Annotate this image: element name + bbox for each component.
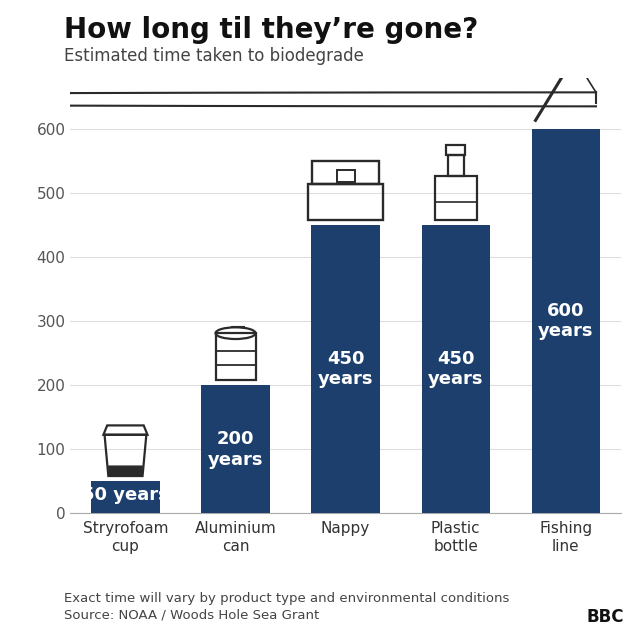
Bar [446, 145, 465, 156]
Text: 200
years: 200 years [208, 430, 263, 468]
Text: 450
years: 450 years [428, 350, 483, 389]
Bar [435, 177, 477, 220]
Polygon shape [109, 466, 142, 476]
Text: 50 years: 50 years [82, 486, 169, 504]
Bar [312, 161, 380, 184]
Text: BBC: BBC [586, 608, 624, 622]
Text: 600
years: 600 years [538, 302, 593, 340]
Text: 450
years: 450 years [318, 350, 373, 389]
Bar [337, 170, 355, 182]
Bar [532, 129, 600, 513]
Bar [202, 385, 269, 513]
Bar [308, 184, 383, 220]
Text: Exact time will vary by product type and environmental conditions: Exact time will vary by product type and… [64, 592, 509, 605]
Bar [312, 225, 380, 513]
Text: How long til they’re gone?: How long til they’re gone? [64, 16, 478, 44]
Bar [422, 225, 490, 513]
Bar [448, 156, 463, 177]
Text: Source: NOAA / Woods Hole Sea Grant: Source: NOAA / Woods Hole Sea Grant [64, 608, 319, 621]
Bar [216, 333, 255, 380]
Text: Estimated time taken to biodegrade: Estimated time taken to biodegrade [64, 47, 364, 65]
Bar [92, 481, 159, 513]
